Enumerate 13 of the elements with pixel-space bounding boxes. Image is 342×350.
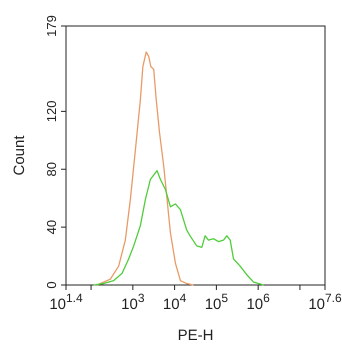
y-tick-label: 179 [44,15,59,37]
x-tick-label: 10$^{6}$ [246,291,270,313]
y-tick-label: 120 [44,100,59,122]
x-tick-label: 10$^{1.4}$ [49,291,84,313]
x-tick-label: 10$^{4}$ [162,291,187,313]
y-tick-label: 0 [44,281,59,289]
y-axis-title: Count [11,134,28,176]
y-tick-label: 80 [44,162,59,176]
x-tick-label: 10$^{7.6}$ [308,291,342,313]
x-tick-label: 10$^{3}$ [121,291,145,313]
x-tick-label: 10$^{5}$ [204,291,228,313]
x-axis-title: PE-H [178,327,214,344]
y-tick-label: 40 [44,220,59,234]
